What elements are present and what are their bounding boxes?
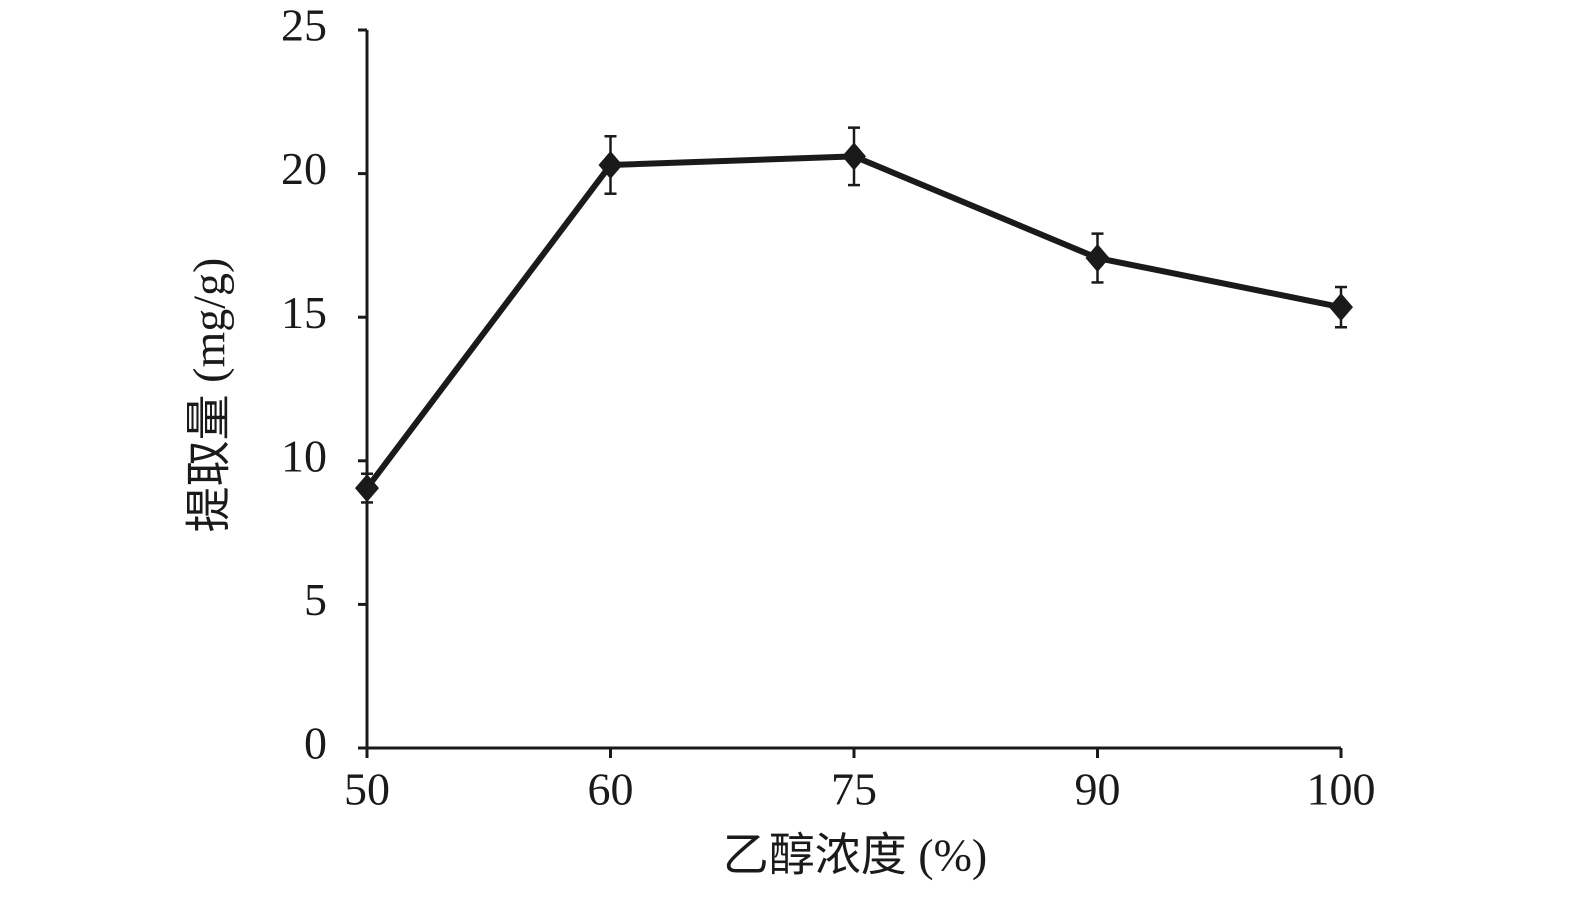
- marker: [355, 474, 379, 503]
- y-tick-label: 15: [281, 287, 327, 338]
- y-axis-label: 提取量 (mg/g): [184, 258, 235, 533]
- marker: [1085, 244, 1110, 273]
- data-line: [364, 153, 1342, 490]
- marker: [598, 150, 623, 179]
- x-tick-label: 50: [344, 764, 390, 815]
- x-tick-label: 90: [1075, 764, 1121, 815]
- marker: [1329, 293, 1353, 322]
- y-tick-label: 0: [304, 718, 327, 769]
- x-tick-label: 60: [588, 764, 634, 815]
- y-tick-label: 10: [281, 430, 327, 481]
- marker: [842, 142, 866, 171]
- x-tick-label: 100: [1307, 764, 1376, 815]
- y-tick-label: 25: [281, 0, 327, 51]
- y-tick-label: 20: [281, 143, 327, 194]
- x-tick-label: 75: [831, 764, 877, 815]
- y-tick-label: 5: [304, 574, 327, 625]
- x-axis-label: 乙醇浓度 (%): [723, 830, 987, 881]
